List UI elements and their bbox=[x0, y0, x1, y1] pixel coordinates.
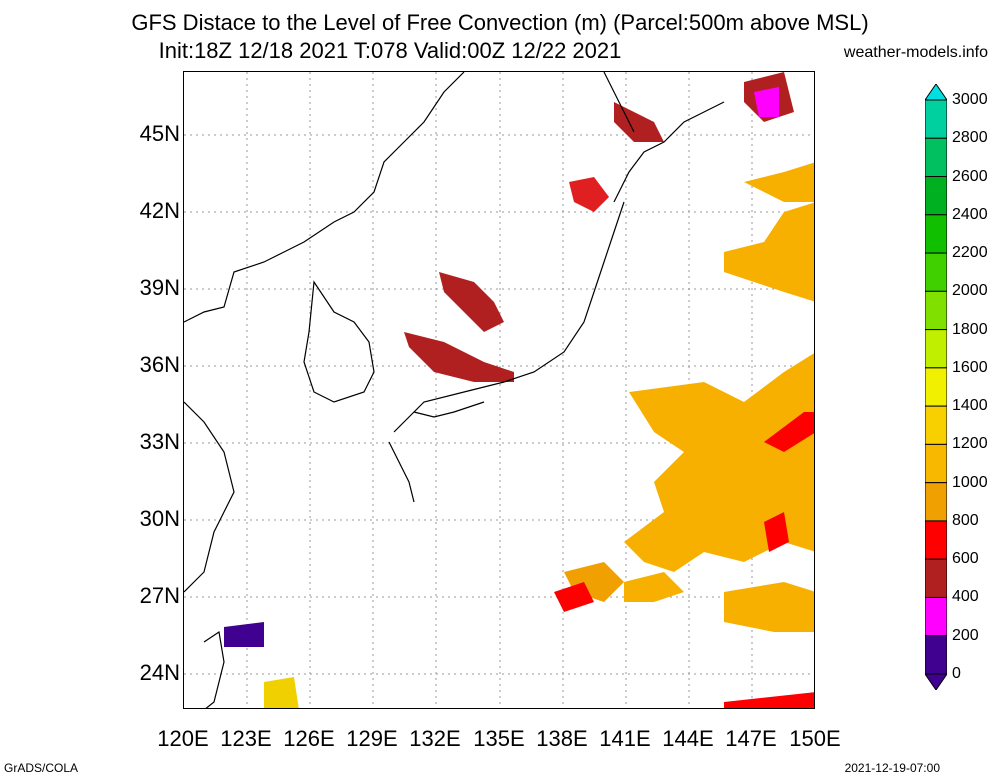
lon-label-126e: 126E bbox=[283, 726, 335, 751]
colorbar-label: 1000 bbox=[952, 473, 988, 491]
lat-label-45n: 45N bbox=[139, 121, 180, 146]
colorbar bbox=[925, 84, 947, 690]
colorbar-cell bbox=[925, 176, 947, 216]
colorbar-cell bbox=[925, 558, 947, 598]
lon-label-138e: 138E bbox=[536, 726, 588, 751]
lat-label-42n: 42N bbox=[139, 198, 180, 223]
colorbar-cell bbox=[925, 137, 947, 178]
colorbar-label: 400 bbox=[952, 588, 979, 606]
lat-label-39n: 39N bbox=[139, 275, 180, 300]
colorbar-cell bbox=[925, 635, 947, 675]
colorbar-label: 2400 bbox=[952, 205, 988, 223]
colorbar-cell bbox=[925, 482, 947, 522]
colorbar-label: 200 bbox=[952, 626, 979, 644]
colorbar-label: 2200 bbox=[952, 244, 988, 262]
map-canvas bbox=[184, 72, 814, 708]
colorbar-label: 1600 bbox=[952, 358, 988, 376]
colorbar-cell bbox=[925, 405, 947, 445]
colorbar-label: 1200 bbox=[952, 435, 988, 453]
colorbar-cell bbox=[925, 596, 947, 637]
colorbar-label: 3000 bbox=[952, 91, 988, 108]
colorbar-cell bbox=[925, 99, 947, 139]
footer-credit: GrADS/COLA bbox=[4, 761, 79, 775]
colorbar-cell bbox=[925, 252, 947, 292]
colorbar-label: 1800 bbox=[952, 320, 988, 338]
colorbar-cell bbox=[925, 443, 947, 484]
colorbar-label: 600 bbox=[952, 550, 979, 568]
lon-label-144e: 144E bbox=[662, 726, 714, 751]
colorbar-cell bbox=[925, 520, 947, 560]
colorbar-label: 800 bbox=[952, 511, 979, 529]
footer-timestamp: 2021-12-19-07:00 bbox=[844, 761, 940, 775]
lat-label-27n: 27N bbox=[139, 583, 180, 608]
lat-label-30n: 30N bbox=[139, 506, 180, 531]
lat-label-36n: 36N bbox=[139, 352, 180, 377]
colorbar-label: 1400 bbox=[952, 397, 988, 415]
lat-label-24n: 24N bbox=[139, 660, 180, 685]
map-title: GFS Distace to the Level of Free Convect… bbox=[131, 10, 869, 35]
lfc-field bbox=[224, 72, 814, 708]
lon-label-120e: 120E bbox=[157, 726, 209, 751]
colorbar-top-arrow bbox=[925, 84, 947, 101]
site-credit: weather-models.info bbox=[843, 44, 988, 61]
colorbar-cell bbox=[925, 367, 947, 407]
lon-label-141e: 141E bbox=[599, 726, 651, 751]
colorbar-label: 0 bbox=[952, 665, 961, 682]
coastlines bbox=[184, 72, 725, 708]
lon-label-123e: 123E bbox=[220, 726, 272, 751]
colorbar-label: 2800 bbox=[952, 129, 988, 147]
map-subtitle: Init:18Z 12/18 2021 T:078 Valid:00Z 12/2… bbox=[158, 38, 622, 63]
map-panel bbox=[183, 71, 815, 709]
colorbar-cell bbox=[925, 290, 947, 331]
lon-label-129e: 129E bbox=[346, 726, 398, 751]
colorbar-cell bbox=[925, 329, 947, 369]
lat-label-33n: 33N bbox=[139, 429, 180, 454]
colorbar-bottom-arrow bbox=[925, 673, 947, 690]
lon-label-150e: 150E bbox=[789, 726, 841, 751]
colorbar-label: 2600 bbox=[952, 167, 988, 185]
lon-label-135e: 135E bbox=[473, 726, 525, 751]
colorbar-label: 2000 bbox=[952, 282, 988, 300]
lon-label-147e: 147E bbox=[725, 726, 777, 751]
lon-label-132e: 132E bbox=[409, 726, 461, 751]
colorbar-cell bbox=[925, 214, 947, 254]
